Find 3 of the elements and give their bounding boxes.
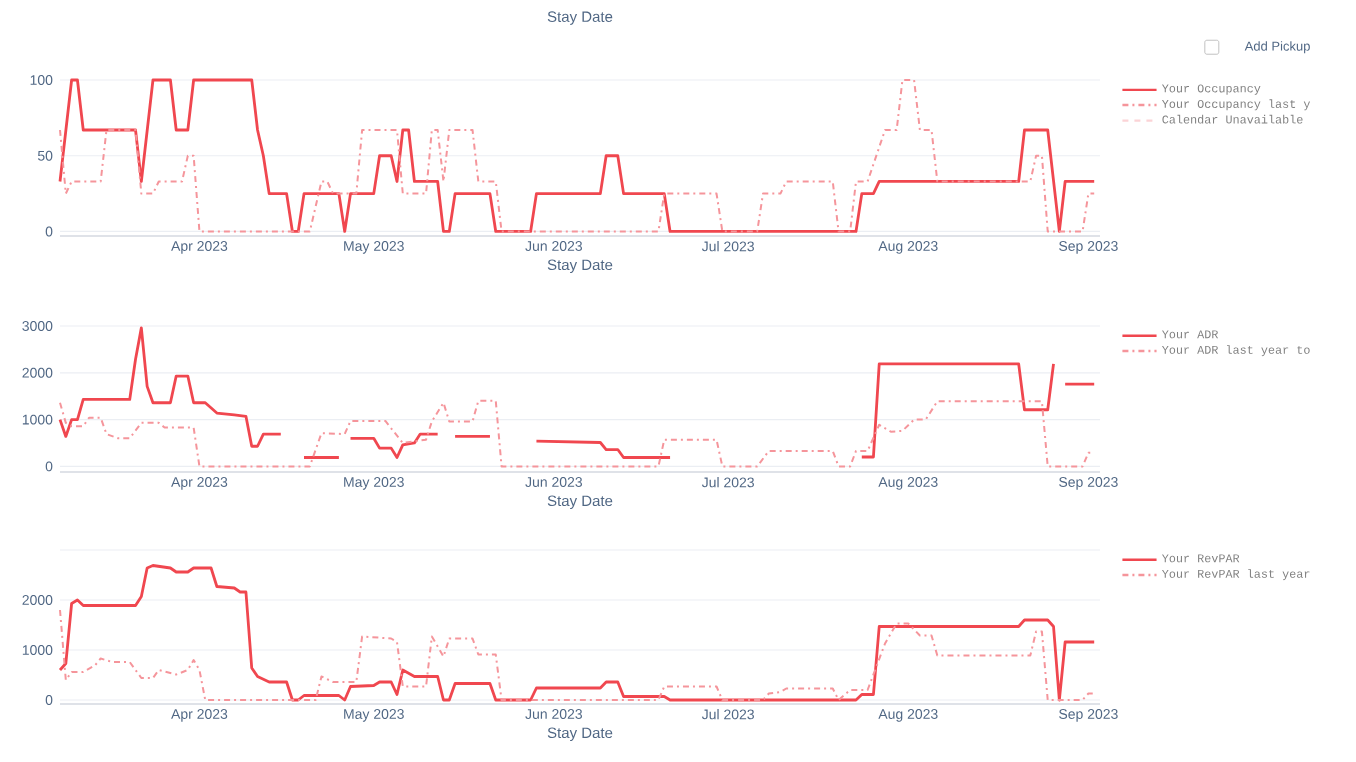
- line-series: [58, 564, 1096, 702]
- line-series: [59, 609, 1096, 701]
- line-series: [59, 399, 1096, 468]
